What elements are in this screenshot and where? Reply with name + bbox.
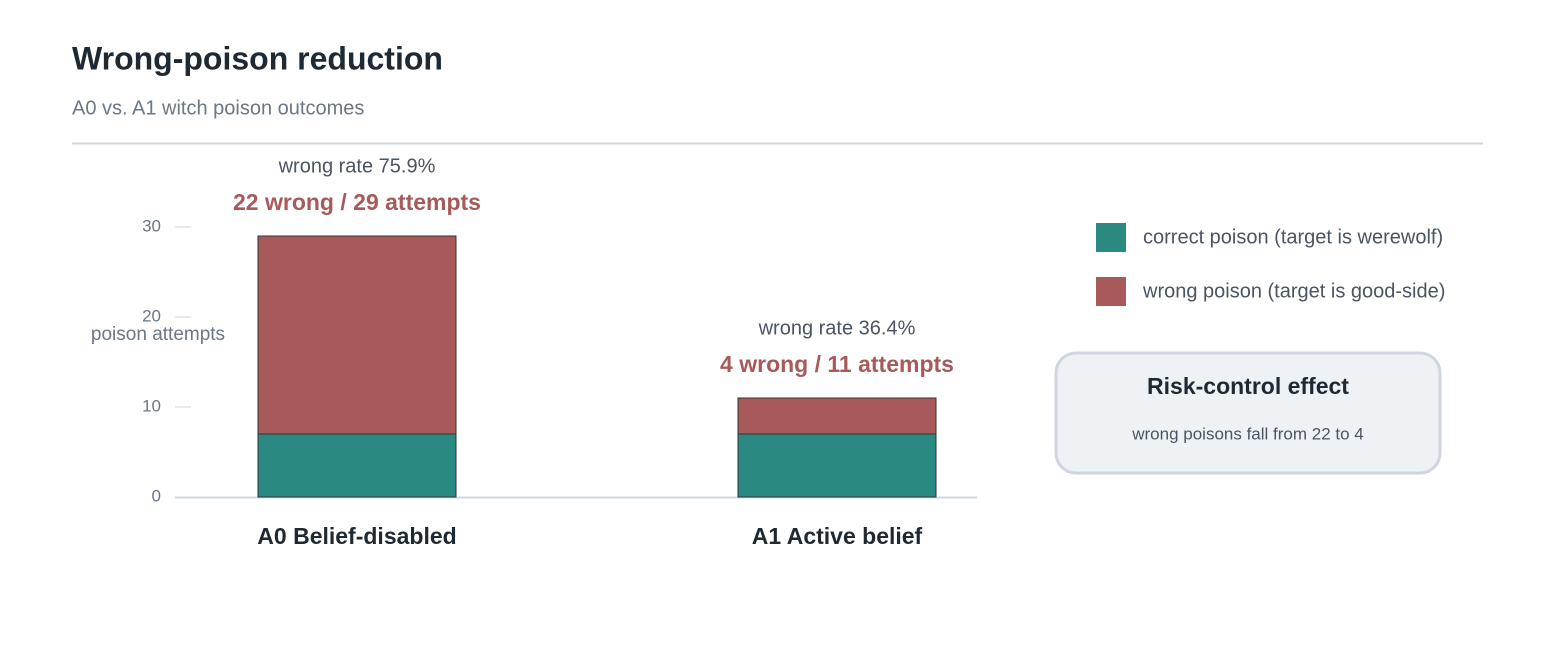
- bar-segment: [737, 397, 937, 435]
- title: Wrong-poison reduction: [72, 40, 443, 76]
- bar-segment: [257, 433, 457, 498]
- y-tick-label: 10: [142, 396, 161, 415]
- subtitle: A0 vs. A1 witch poison outcomes: [72, 97, 364, 119]
- y-tick-label: 30: [142, 216, 161, 235]
- count-label: 4 wrong / 11 attempts: [720, 351, 954, 377]
- count-label: 22 wrong / 29 attempts: [233, 189, 481, 215]
- rate-label: wrong rate 75.9%: [278, 155, 436, 177]
- bar-segment: [737, 433, 937, 498]
- callout-text: wrong poisons fall from 22 to 4: [1131, 424, 1364, 443]
- x-tick-label: A0 Belief-disabled: [257, 523, 456, 549]
- y-tick-label: 0: [152, 486, 161, 505]
- y-axis-label: poison attempts: [91, 324, 225, 345]
- bar-segment: [257, 235, 457, 435]
- x-tick-label: A1 Active belief: [752, 523, 923, 549]
- y-tick-label: 20: [142, 306, 161, 325]
- legend-swatch: [1096, 277, 1126, 306]
- callout-box: [1054, 351, 1442, 475]
- legend-swatch: [1096, 223, 1126, 252]
- legend-label: wrong poison (target is good-side): [1142, 280, 1445, 302]
- callout-title: Risk-control effect: [1147, 373, 1349, 399]
- legend-label: correct poison (target is werewolf): [1143, 226, 1443, 248]
- rate-label: wrong rate 36.4%: [758, 317, 916, 339]
